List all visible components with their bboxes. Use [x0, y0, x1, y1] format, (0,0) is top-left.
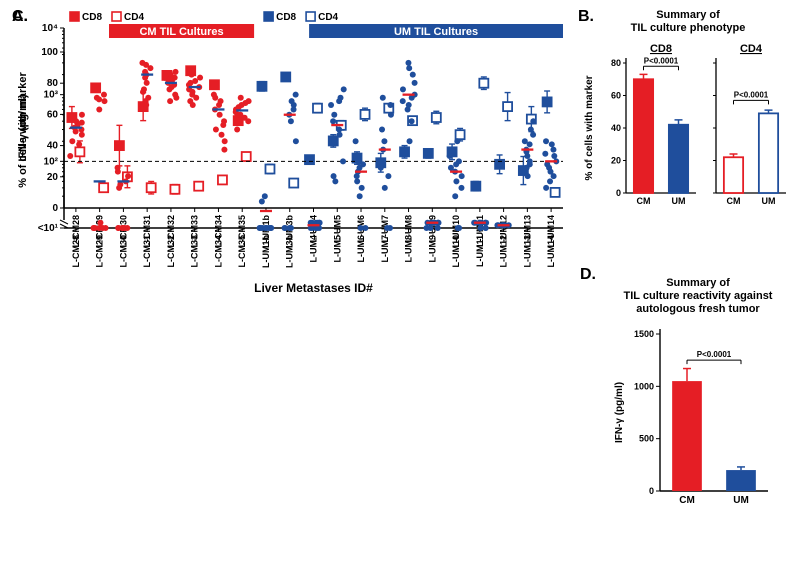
svg-text:L-UM1b: L-UM1b [261, 235, 271, 268]
svg-text:0: 0 [616, 188, 621, 198]
svg-text:80: 80 [611, 58, 621, 68]
svg-text:L-UM3b: L-UM3b [285, 235, 295, 268]
svg-text:0: 0 [649, 486, 654, 496]
svg-text:Summary of: Summary of [656, 9, 720, 21]
panel-d-label: D. [580, 266, 596, 284]
svg-text:CM: CM [727, 196, 741, 206]
svg-text:L-UM6: L-UM6 [356, 235, 366, 263]
svg-text:L-UM10: L-UM10 [451, 235, 461, 268]
svg-text:TIL culture reactivity against: TIL culture reactivity against [624, 290, 773, 302]
panel-b-label: B. [578, 8, 594, 26]
svg-text:L-UM12: L-UM12 [499, 235, 509, 268]
panel-c-label: C. [12, 8, 28, 26]
svg-text:L-CM33: L-CM33 [190, 235, 200, 268]
panel-b-chart: Summary ofTIL culture phenotype % of cell… [578, 8, 798, 213]
svg-text:CD4: CD4 [740, 43, 763, 55]
svg-text:P<0.0001: P<0.0001 [697, 350, 732, 359]
panel-c-chart: <10¹ 10² 10³ 10⁴ IFN-γ (pg/ml) L-CM28 L-CM29 L-… [8, 8, 568, 308]
svg-text:1500: 1500 [634, 329, 654, 339]
svg-text:UM: UM [672, 196, 686, 206]
svg-text:autologous fresh tumor: autologous fresh tumor [636, 303, 760, 315]
svg-text:CM: CM [679, 495, 695, 506]
panel-d: D. Summary ofTIL culture reactivity agai… [608, 266, 788, 521]
svg-text:L-CM32: L-CM32 [166, 235, 176, 268]
svg-text:L-CM34: L-CM34 [213, 235, 223, 268]
svg-text:IFN-γ (pg/ml): IFN-γ (pg/ml) [614, 382, 625, 443]
svg-text:10²: 10² [44, 156, 59, 167]
svg-text:10⁴: 10⁴ [42, 23, 58, 34]
svg-text:1000: 1000 [634, 381, 654, 391]
svg-text:Liver Metastases ID#: Liver Metastases ID# [254, 281, 373, 295]
svg-text:L-UM11: L-UM11 [475, 235, 485, 267]
svg-text:CD8: CD8 [650, 43, 672, 55]
svg-text:L-UM8: L-UM8 [404, 235, 414, 263]
svg-text:L-UM14: L-UM14 [546, 235, 556, 268]
svg-text:20: 20 [611, 156, 621, 166]
svg-text:L-UM7: L-UM7 [380, 235, 390, 263]
svg-text:L-CM29: L-CM29 [95, 235, 105, 268]
panel-c: C. <10¹ 10² 10³ 10⁴ IFN-γ (pg/ml) L-CM28 L-CM2… [8, 8, 568, 308]
svg-text:L-CM31: L-CM31 [142, 235, 152, 268]
panel-b: B. Summary ofTIL culture phenotype % of c… [578, 8, 798, 213]
svg-text:L-CM35: L-CM35 [237, 235, 247, 268]
figure-root: A. 020406080100% of cells with markerCM … [8, 8, 792, 559]
svg-text:60: 60 [611, 91, 621, 101]
svg-text:L-CM28: L-CM28 [71, 235, 81, 268]
svg-text:40: 40 [611, 123, 621, 133]
svg-text:P<0.0001: P<0.0001 [734, 90, 769, 99]
svg-text:P<0.0001: P<0.0001 [644, 56, 679, 65]
svg-text:TIL culture phenotype: TIL culture phenotype [631, 22, 746, 34]
svg-text:Summary of: Summary of [666, 277, 730, 289]
svg-text:500: 500 [639, 434, 654, 444]
svg-text:L-UM5: L-UM5 [332, 235, 342, 263]
svg-text:UM: UM [733, 495, 749, 506]
svg-text:UM: UM [762, 196, 776, 206]
svg-text:% of cells with marker: % of cells with marker [584, 75, 595, 180]
svg-text:L-UM13: L-UM13 [522, 235, 532, 268]
svg-text:L-UM9: L-UM9 [427, 235, 437, 263]
svg-text:<10¹: <10¹ [38, 223, 59, 234]
svg-text:10³: 10³ [44, 90, 59, 101]
svg-text:CM: CM [637, 196, 651, 206]
svg-text:L-UM4: L-UM4 [309, 235, 319, 263]
panel-d-chart: Summary ofTIL culture reactivity against… [608, 266, 788, 521]
svg-text:L-CM30: L-CM30 [118, 235, 128, 268]
svg-text:IFN-γ (pg/ml): IFN-γ (pg/ml) [17, 94, 29, 162]
